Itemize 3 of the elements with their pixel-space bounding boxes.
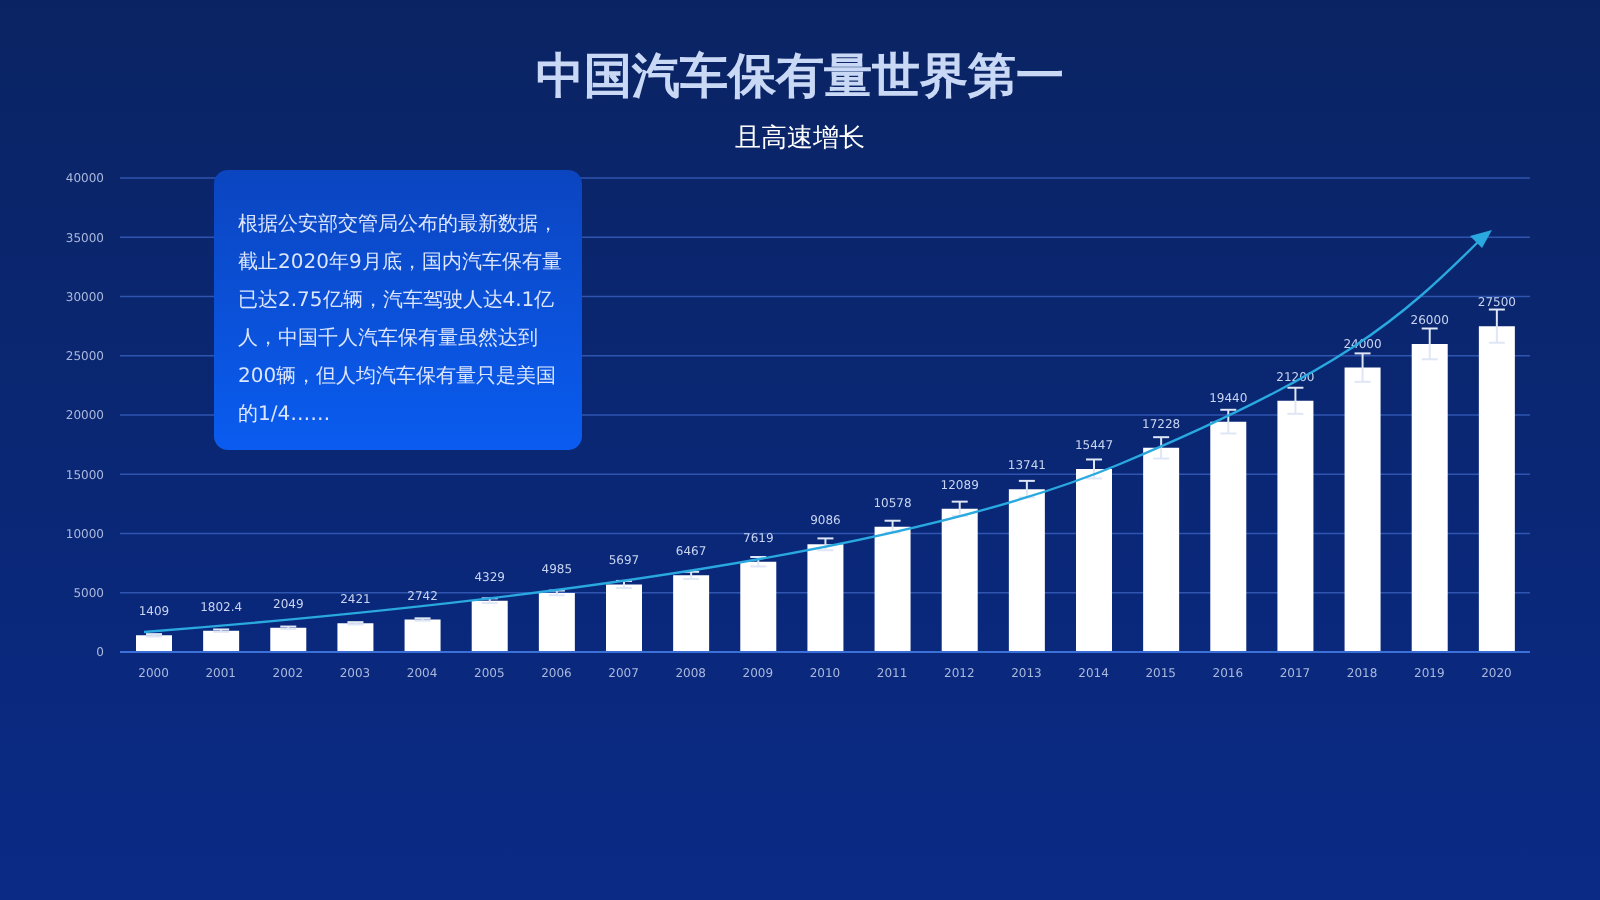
chart-title: 中国汽车保有量世界第一 [534,46,1066,108]
chart-subtitle: 且高速增长 [733,122,867,156]
text-panel: 根据公安部交管局公布的最新数据，截止2020年9月底，国内汽车保有量已达2.75亿辆，汽车驾驶人达4.1亿人，中国千人汽车保有量虽然达到200辆，但人均汽车保有量只是美国的1/4…… [214,170,582,450]
